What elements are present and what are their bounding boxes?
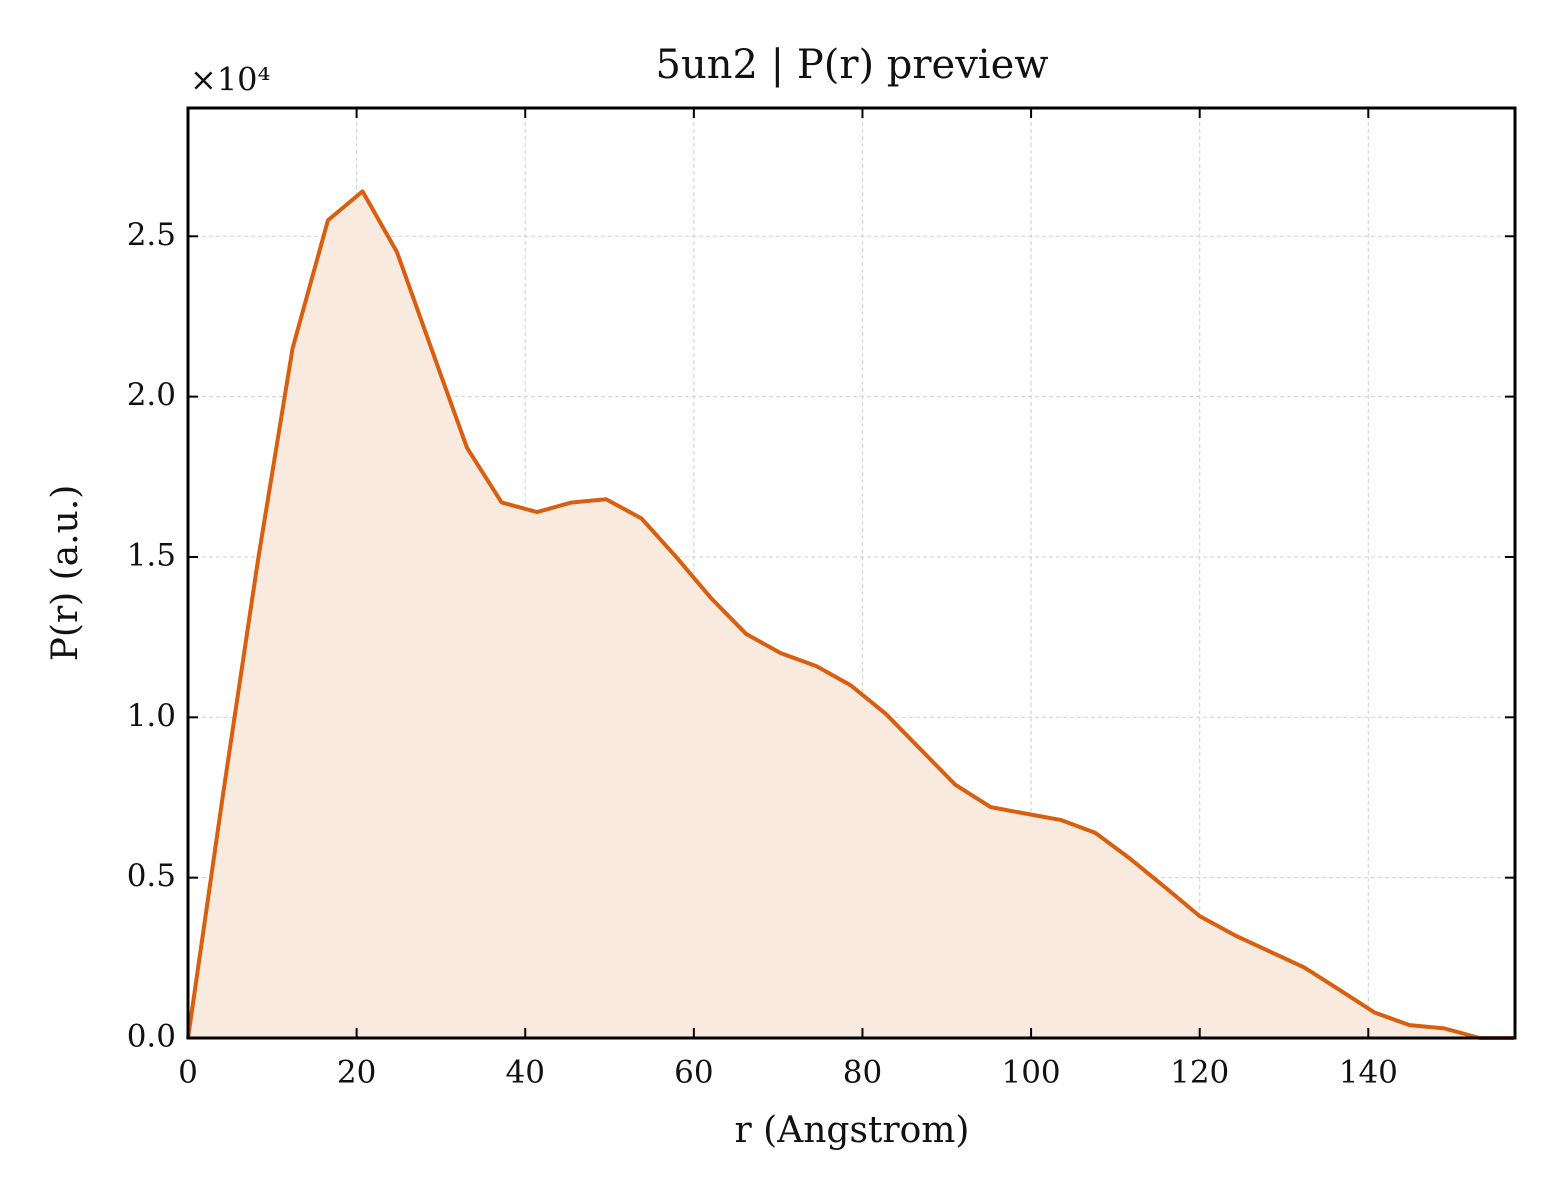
y-tick-label: 0.0 [127, 1019, 176, 1055]
x-tick-label: 20 [337, 1055, 376, 1091]
area-fill [188, 191, 1515, 1039]
y-tick-label: 0.5 [127, 858, 176, 894]
y-tick-label: 2.0 [127, 377, 176, 413]
chart-title: 5un2 | P(r) preview [656, 42, 1049, 88]
y-tick-label: 1.5 [127, 537, 176, 573]
x-tick-label: 140 [1339, 1055, 1398, 1091]
plot-frame [186, 106, 1517, 1040]
line [186, 189, 1515, 1040]
y-offset-label: ×10⁴ [190, 61, 270, 99]
x-tick-label: 100 [1001, 1055, 1060, 1091]
y-axis-label: P(r) (a.u.) [45, 485, 86, 662]
y-tick-label: 2.5 [127, 217, 176, 253]
x-tick-label: 80 [843, 1055, 882, 1091]
y-tick-label: 1.0 [127, 698, 176, 734]
x-tick-label: 120 [1170, 1055, 1229, 1091]
x-axis-label: r (Angstrom) [735, 1110, 970, 1151]
x-tick-label: 40 [506, 1055, 545, 1091]
x-tick-label: 60 [674, 1055, 713, 1091]
x-tick-label: 0 [178, 1055, 198, 1091]
